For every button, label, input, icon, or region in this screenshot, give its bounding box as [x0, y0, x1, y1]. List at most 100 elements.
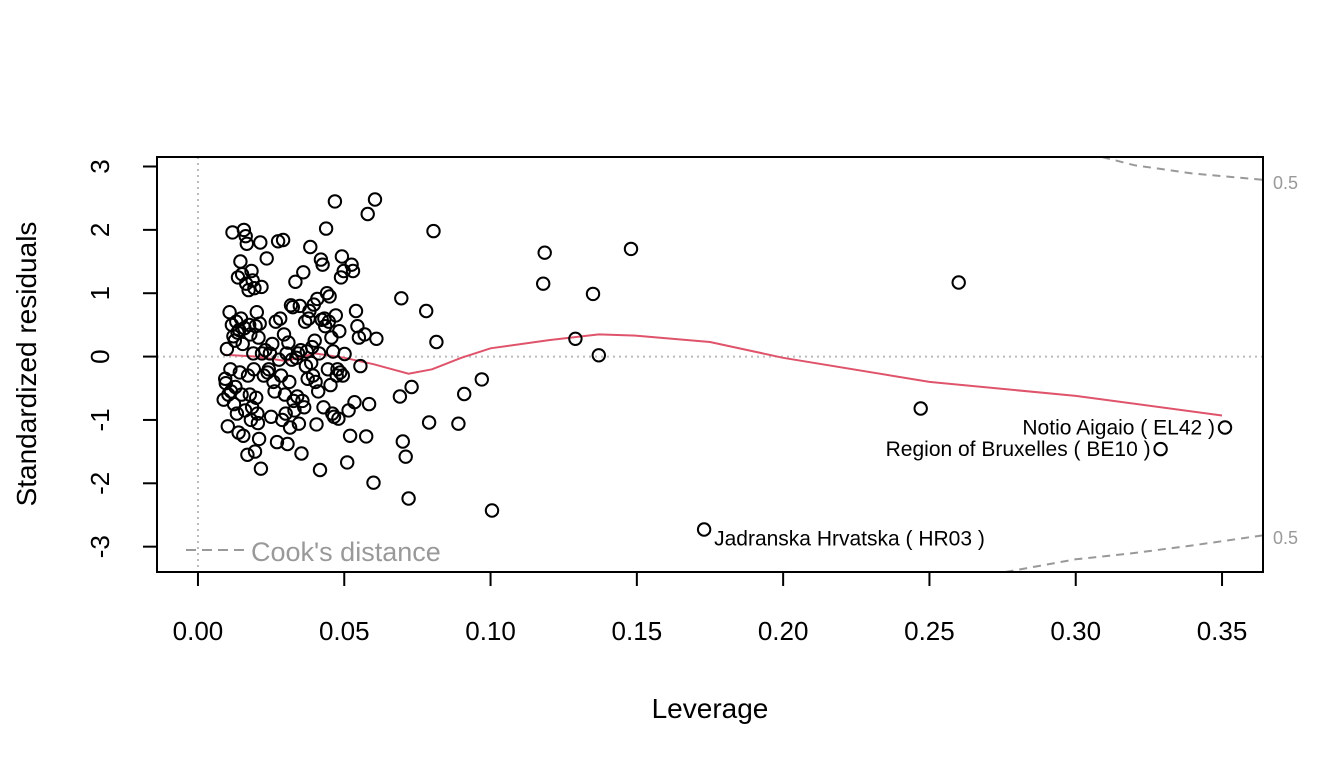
data-point: [253, 235, 268, 250]
data-point: [353, 358, 368, 374]
data-point: [369, 331, 384, 346]
data-point: [254, 279, 269, 295]
cooks-distance-contours: [1005, 157, 1263, 572]
data-point: [426, 223, 441, 239]
data-point: [278, 406, 293, 421]
data-point: [359, 429, 374, 444]
cooks-distance-upper-line: [1101, 157, 1263, 181]
y-axis-title: Standardized residuals: [11, 222, 42, 507]
data-point: [333, 270, 349, 285]
x-tick-label: 0.05: [319, 616, 370, 646]
data-point: [401, 491, 416, 506]
data-point: [1153, 441, 1168, 457]
data-point: [238, 229, 253, 244]
data-point: [318, 319, 333, 334]
data-point: [232, 365, 248, 380]
x-tick-label: 0.10: [465, 616, 516, 646]
data-point: [281, 335, 296, 350]
data-point: [246, 362, 262, 377]
data-point: [303, 239, 318, 255]
data-point: [311, 384, 326, 399]
data-point: [251, 431, 267, 447]
data-point: [219, 341, 235, 357]
data-point: [235, 336, 250, 352]
data-point: [282, 420, 298, 435]
data-point: [315, 257, 330, 272]
point-annotation: Notio Aigaio ( EL42 ): [1022, 417, 1215, 440]
data-point: [404, 379, 419, 395]
y-tick-label: 0: [85, 349, 115, 363]
legend-label: Cook's distance: [251, 537, 441, 567]
data-point: [536, 276, 551, 291]
data-point: [1217, 420, 1233, 435]
data-point: [395, 434, 410, 449]
data-point: [275, 232, 291, 248]
data-point: [254, 346, 270, 361]
data-point: [312, 462, 328, 478]
data-point: [319, 286, 335, 301]
cook-label-lower: 0.5: [1273, 528, 1298, 548]
data-point: [366, 475, 381, 490]
data-point: [623, 241, 639, 257]
cook-contour-labels: 0.5 0.5: [1273, 173, 1298, 548]
data-point: [429, 334, 444, 350]
data-point: [259, 251, 274, 266]
data-point: [291, 416, 307, 431]
smooth-line-group: [224, 333, 1223, 417]
x-tick-label: 0.20: [758, 616, 809, 646]
data-point: [252, 316, 267, 331]
data-point: [267, 384, 282, 399]
x-axis-title: Leverage: [652, 693, 769, 724]
data-point: [347, 395, 362, 410]
data-point: [350, 319, 365, 334]
data-point: [318, 221, 334, 236]
data-point: [297, 400, 312, 415]
data-point: [484, 503, 500, 518]
data-point: [253, 461, 269, 476]
data-point: [251, 330, 266, 345]
data-point: [286, 393, 301, 409]
data-point: [457, 386, 472, 402]
data-point: [220, 419, 236, 434]
data-point: [951, 275, 966, 290]
data-point: [226, 396, 242, 412]
data-point: [233, 254, 248, 269]
y-tick-label: -2: [85, 472, 115, 495]
y-tick-label: -1: [85, 408, 115, 431]
data-point: [249, 305, 264, 320]
data-point: [247, 281, 262, 296]
data-point: [348, 303, 364, 319]
data-point: [234, 387, 249, 402]
data-point: [398, 449, 413, 464]
data-point: [345, 263, 361, 279]
data-point: [290, 346, 306, 361]
data-point: [280, 436, 295, 452]
x-tick-label: 0.15: [612, 616, 663, 646]
data-point: [340, 455, 355, 470]
points-group: [216, 192, 1233, 537]
data-point: [229, 406, 245, 421]
data-point: [236, 222, 252, 238]
data-point: [361, 396, 377, 412]
y-axis: -3 -2 -1 0 1 2 3: [85, 159, 158, 558]
x-tick-label: 0.35: [1197, 616, 1248, 646]
cooks-distance-lower-line: [1005, 534, 1263, 572]
data-point: [451, 416, 466, 431]
data-point: [344, 257, 359, 272]
data-point: [585, 286, 601, 302]
x-tick-label: 0.25: [904, 616, 955, 646]
data-point: [223, 362, 238, 377]
data-point: [335, 368, 350, 383]
data-point: [294, 446, 309, 461]
data-point: [334, 249, 350, 264]
data-point: [337, 346, 352, 362]
data-point: [240, 447, 255, 462]
data-point: [328, 308, 343, 323]
data-point: [249, 390, 264, 405]
data-point: [913, 401, 928, 416]
data-point: [282, 374, 297, 390]
data-point: [250, 406, 265, 421]
data-point: [295, 393, 310, 409]
data-point: [239, 236, 255, 252]
